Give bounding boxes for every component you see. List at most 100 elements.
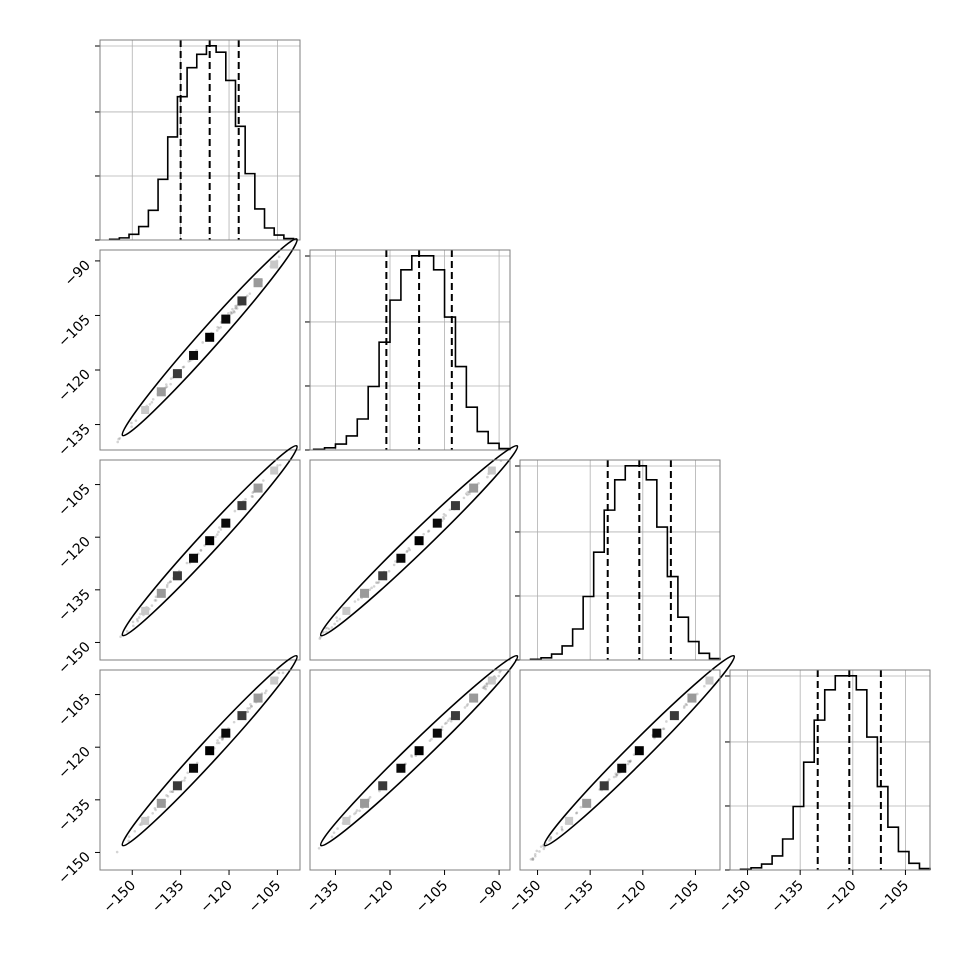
sample-point — [131, 620, 135, 624]
sample-point — [407, 547, 411, 550]
sample-point — [216, 739, 219, 742]
sample-point — [378, 789, 381, 793]
sample-point — [229, 312, 233, 315]
density-cell — [469, 483, 479, 493]
density-cell — [705, 676, 714, 685]
density-cell — [156, 588, 166, 598]
sample-point — [444, 514, 447, 517]
density-cell — [378, 571, 388, 581]
y-tick-label: −120 — [55, 534, 94, 573]
sample-point — [468, 492, 471, 496]
density-cell — [189, 553, 199, 563]
y-tick-label: −105 — [55, 312, 94, 351]
panel-frame — [309, 669, 511, 871]
sample-point — [358, 809, 361, 813]
sample-point — [612, 775, 616, 779]
panel-frame — [99, 459, 301, 661]
sample-point — [232, 309, 236, 313]
contour-line — [121, 444, 298, 637]
sample-point — [549, 836, 553, 839]
sample-point — [231, 307, 234, 311]
sample-point — [548, 839, 551, 842]
panel-frame — [729, 669, 931, 871]
sample-point — [466, 702, 470, 706]
sample-point — [169, 790, 172, 793]
x-tick-label: −120 — [821, 878, 860, 917]
sample-point — [442, 517, 446, 521]
sample-point — [332, 831, 336, 834]
sample-point — [263, 691, 267, 695]
x-tick-label: −150 — [506, 878, 545, 917]
sample-point — [484, 687, 488, 691]
sample-point — [234, 306, 238, 310]
sample-point — [427, 530, 430, 533]
y-tick-label: −90 — [62, 257, 94, 289]
joint-panel-0-3: −105 −120 −135 −150 — [55, 654, 301, 887]
sample-point — [215, 329, 219, 332]
density-cell — [469, 693, 479, 703]
y-tick-label: −105 — [55, 691, 94, 730]
sample-point — [544, 842, 548, 845]
marginal-panel-1 — [305, 249, 511, 451]
density-cell — [687, 693, 697, 703]
sample-point — [218, 736, 222, 739]
sample-point — [116, 440, 120, 444]
sample-point — [277, 255, 281, 259]
sample-point — [244, 497, 247, 501]
sample-point — [533, 854, 537, 858]
density-cell — [599, 781, 609, 791]
sample-point — [132, 624, 135, 628]
sample-point — [318, 637, 322, 640]
density-cell — [565, 816, 574, 825]
y-tick-label: −105 — [55, 481, 94, 520]
joint-panel-1-3 — [309, 654, 519, 871]
density-cell — [221, 314, 231, 324]
sample-point — [317, 847, 321, 850]
sample-point — [498, 670, 501, 674]
sample-point — [214, 535, 217, 539]
sample-point — [130, 425, 133, 429]
density-cell — [205, 536, 215, 546]
sample-point — [449, 719, 453, 723]
sample-point — [466, 493, 469, 497]
sample-point — [662, 727, 666, 731]
sample-point — [187, 360, 190, 363]
density-cell — [172, 369, 182, 379]
sample-point — [685, 703, 689, 707]
sample-point — [356, 598, 360, 601]
sample-point — [376, 581, 379, 585]
sample-point — [151, 397, 155, 401]
sample-point — [250, 495, 254, 498]
sample-point — [119, 635, 122, 639]
sample-point — [135, 617, 139, 621]
x-tick-label: −105 — [246, 878, 285, 917]
sample-point — [165, 794, 168, 797]
sample-point — [134, 419, 138, 422]
sample-point — [485, 684, 489, 688]
density-cell — [582, 798, 592, 808]
sample-point — [234, 307, 237, 310]
sample-point — [127, 839, 130, 843]
density-cell — [432, 518, 442, 528]
sample-point — [483, 687, 486, 690]
sample-point — [235, 307, 239, 310]
sample-point — [246, 710, 249, 714]
contour-line — [543, 654, 736, 847]
sample-point — [430, 737, 433, 741]
panel-frame — [519, 459, 721, 661]
density-cell — [378, 781, 388, 791]
sample-point — [661, 727, 665, 731]
sample-point — [497, 674, 500, 678]
joint-panel-1-2 — [309, 444, 519, 661]
sample-point — [703, 684, 706, 688]
density-cell — [141, 406, 150, 414]
panel-frame — [519, 669, 721, 871]
sample-point — [199, 549, 203, 552]
density-cell — [237, 711, 247, 721]
sample-point — [560, 825, 564, 829]
density-cell — [487, 676, 496, 685]
sample-point — [319, 635, 322, 639]
sample-point — [217, 530, 220, 534]
sample-point — [169, 377, 173, 380]
